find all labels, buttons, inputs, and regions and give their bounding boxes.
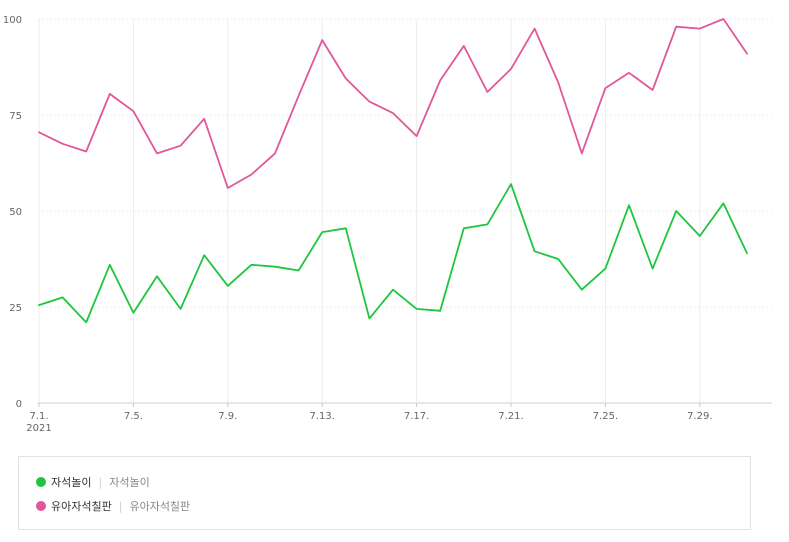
legend-marker-icon — [36, 501, 46, 511]
y-tick-label: 75 — [9, 111, 22, 122]
y-tick-label: 25 — [9, 303, 22, 314]
chart-grid — [38, 18, 772, 404]
legend-item-series-2[interactable]: 유아자석칠판 | 유아자석칠판 — [36, 498, 190, 514]
legend-sublabel: 자석놀이 — [109, 476, 150, 489]
y-tick-label: 50 — [9, 207, 22, 218]
legend-separator: | — [98, 475, 103, 489]
x-tick-label: 7.29. — [687, 411, 712, 422]
y-tick-label: 0 — [16, 399, 22, 410]
legend-sublabel: 유아자석칠판 — [129, 500, 191, 513]
legend-item-series-1[interactable]: 자석놀이 | 자석놀이 — [36, 474, 150, 490]
series-line-1[interactable] — [38, 183, 748, 324]
series-line-2[interactable] — [38, 18, 748, 189]
x-tick-label: 7.9. — [218, 411, 237, 422]
x-tick-label: 7.17. — [404, 411, 429, 422]
legend-label: 유아자석칠판 — [51, 500, 112, 513]
x-tick-label: 7.25. — [593, 411, 618, 422]
series-lines — [38, 18, 748, 324]
x-tick-label: 7.5. — [124, 411, 143, 422]
legend-label: 자석놀이 — [51, 476, 92, 489]
x-tick-label: 7.1. — [29, 411, 48, 422]
legend-marker-icon — [36, 477, 46, 487]
legend-separator: | — [118, 499, 123, 513]
y-axis: 0 25 50 75 100 — [3, 15, 22, 410]
x-tick-label: 7.21. — [498, 411, 523, 422]
x-year-label: 2021 — [26, 423, 51, 434]
x-tick-label: 7.13. — [309, 411, 334, 422]
x-axis: 7.1. 7.5. 7.9. 7.13. 7.17. 7.21. 7.25. 7.29. 202… — [26, 403, 713, 434]
y-tick-label: 100 — [3, 15, 22, 26]
legend: 자석놀이 | 자석놀이 유아자석칠판 | 유아자석칠판 — [18, 456, 751, 530]
